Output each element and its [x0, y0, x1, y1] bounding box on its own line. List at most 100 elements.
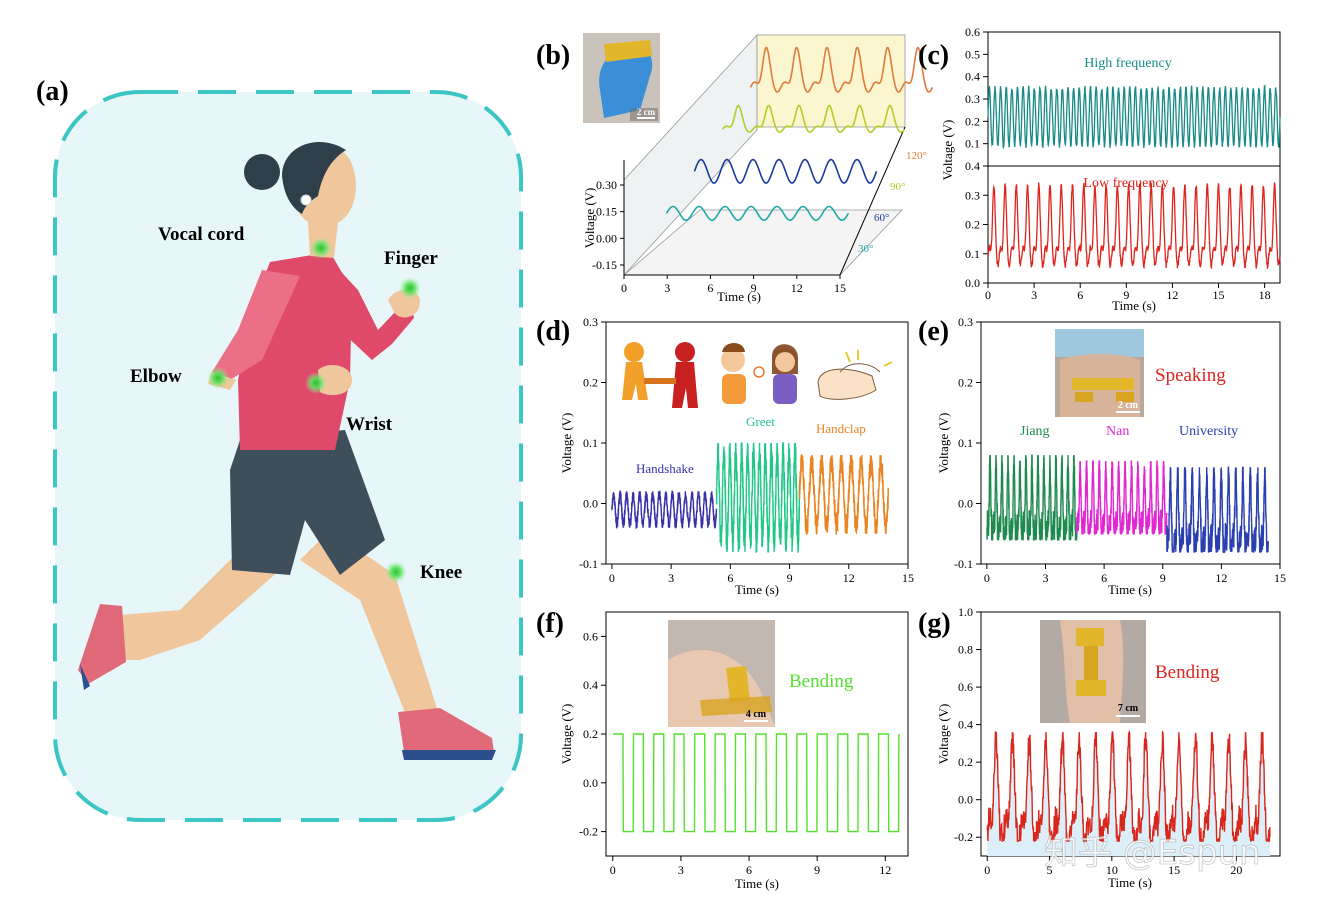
- inset-photo-neck: 2 cm: [1055, 329, 1144, 417]
- panel-e-label: (e): [918, 316, 949, 347]
- y-tick-label: 0.5: [965, 47, 980, 61]
- y-tick-label: 0.8: [958, 643, 973, 657]
- x-tick-label: 6: [1101, 571, 1107, 585]
- d-handshake-label: Handshake: [636, 461, 694, 476]
- inset-photo-knee: 7 cm: [1040, 620, 1146, 723]
- panel-f: (f) 0 3 6 9 12 -0.2 0.0 0.2 0.4 0.6 Time (s) Volt…: [536, 608, 909, 891]
- x-tick-label: 9: [814, 863, 820, 877]
- y-tick-label: 0.4: [965, 159, 980, 173]
- label-vocal-cord: Vocal cord: [158, 224, 245, 245]
- inset-photo-elbow: 4 cm: [668, 620, 775, 727]
- y-tick-label: 0.1: [583, 436, 598, 450]
- x-tick-label: 15: [1213, 288, 1225, 302]
- label-finger: Finger: [384, 248, 438, 269]
- e-x-axis-label: Time (s): [1108, 582, 1152, 597]
- c-x-axis-label: Time (s): [1112, 298, 1156, 313]
- e-nan-label: Nan: [1106, 424, 1129, 439]
- series-line-university: [1166, 466, 1269, 554]
- series-line-high-frequency: [987, 84, 1281, 150]
- x-tick-label: 6: [1077, 288, 1083, 302]
- greet-icon: [721, 343, 798, 404]
- g-y-axis-label: Voltage (V): [936, 704, 951, 765]
- y-tick-label: 0.0: [965, 276, 980, 290]
- y-tick-label: 0.4: [958, 718, 973, 732]
- panel-b-label: (b): [536, 40, 570, 71]
- c-high-frequency-label: High frequency: [1084, 56, 1171, 71]
- wrist-sensor: [305, 372, 327, 394]
- panel-f-label: (f): [536, 608, 564, 639]
- y-tick-label: 0.3: [958, 315, 973, 329]
- x-tick-label: 9: [1123, 288, 1129, 302]
- y-tick-label: 0.15: [596, 205, 617, 219]
- e-jiang-label: Jiang: [1020, 424, 1050, 439]
- y-tick-label: 1.0: [958, 605, 973, 619]
- series-line-bending: [986, 729, 1271, 843]
- d-handclap-label: Handclap: [816, 421, 866, 436]
- b-x-axis-label: Time (s): [717, 289, 761, 304]
- knee-sensor: [385, 561, 407, 583]
- d-greet-label: Greet: [746, 414, 775, 429]
- y-tick-label: 0.3: [583, 315, 598, 329]
- b-series-label: 90°: [890, 181, 905, 193]
- d-y-axis-label: Voltage (V): [559, 413, 574, 474]
- b-depth-axis: [839, 126, 906, 276]
- b-y-axis-label: Voltage (V): [582, 188, 597, 249]
- series-line-90°: [721, 104, 906, 133]
- y-tick-label: -0.2: [579, 825, 598, 839]
- y-tick-label: 0.2: [958, 376, 973, 390]
- elbow-sensor: [207, 367, 229, 389]
- x-tick-label: 5: [1047, 863, 1053, 877]
- y-tick-label: 0.0: [583, 776, 598, 790]
- panel-d-label: (d): [536, 316, 570, 347]
- panel-b: (b) 2 cm 120° 90° 60° 30° 0 3 6 9 12 15 0.30 0.15 0…: [536, 33, 934, 304]
- y-tick-label: 0.3: [965, 92, 980, 106]
- x-tick-label: 15: [834, 281, 846, 295]
- series-line-low-frequency: [987, 181, 1281, 269]
- e-y-axis-label: Voltage (V): [936, 413, 951, 474]
- y-tick-label: 0.2: [965, 114, 980, 128]
- panel-d: (d) 0 3 6 9 12 15 -0.1 0.0 0.1 0.2 0.3 Time (s) Vo…: [536, 315, 914, 597]
- panel-a-label: (a): [36, 76, 69, 107]
- x-tick-label: 3: [664, 281, 670, 295]
- f-y-axis-label: Voltage (V): [559, 704, 574, 765]
- x-tick-label: 12: [843, 571, 855, 585]
- handclap-icon: [817, 350, 893, 400]
- x-tick-label: 12: [791, 281, 803, 295]
- label-wrist: Wrist: [346, 414, 393, 435]
- label-elbow: Elbow: [130, 366, 182, 387]
- y-tick-label: -0.15: [592, 258, 617, 272]
- panel-g: (g) 0 5 10 15 20 -0.2 0.0 0.2 0.4 0.6 0.8 1.0 Time …: [918, 605, 1281, 890]
- y-tick-label: 0.2: [583, 727, 598, 741]
- x-tick-label: 3: [668, 571, 674, 585]
- series-line-handshake: [611, 489, 718, 530]
- b-series-label: 120°: [906, 150, 927, 162]
- y-tick-label: 0.30: [596, 178, 617, 192]
- y-tick-label: 0.1: [965, 137, 980, 151]
- b-series-label: 30°: [858, 243, 873, 255]
- x-tick-label: 0: [609, 571, 615, 585]
- y-tick-label: 0.4: [583, 678, 598, 692]
- y-tick-label: -0.2: [954, 830, 973, 844]
- y-tick-label: 0.1: [965, 247, 980, 261]
- inset-photo-finger: 2 cm: [583, 33, 660, 123]
- finger-sensor: [399, 277, 421, 299]
- vocal-cord-sensor: [310, 237, 332, 259]
- g-bending-annotation: Bending: [1155, 662, 1220, 683]
- y-tick-label: 0.6: [583, 629, 598, 643]
- y-tick-label: 0.00: [596, 231, 617, 245]
- y-tick-label: -0.1: [579, 557, 598, 571]
- inset-e-scale: 2 cm: [1118, 400, 1139, 411]
- y-tick-label: 0.4: [965, 70, 980, 84]
- y-tick-label: 0.2: [583, 376, 598, 390]
- y-tick-label: 0.2: [965, 218, 980, 232]
- series-line-jiang: [986, 454, 1078, 541]
- x-tick-label: 6: [727, 571, 733, 585]
- c-low-frequency-label: Low frequency: [1083, 176, 1168, 191]
- x-tick-label: 15: [1274, 571, 1286, 585]
- x-tick-label: 0: [621, 281, 627, 295]
- x-tick-label: 9: [787, 571, 793, 585]
- y-tick-label: 0.0: [958, 497, 973, 511]
- y-tick-label: 0.0: [958, 793, 973, 807]
- series-line-handclap: [798, 454, 889, 535]
- x-tick-label: 12: [1215, 571, 1227, 585]
